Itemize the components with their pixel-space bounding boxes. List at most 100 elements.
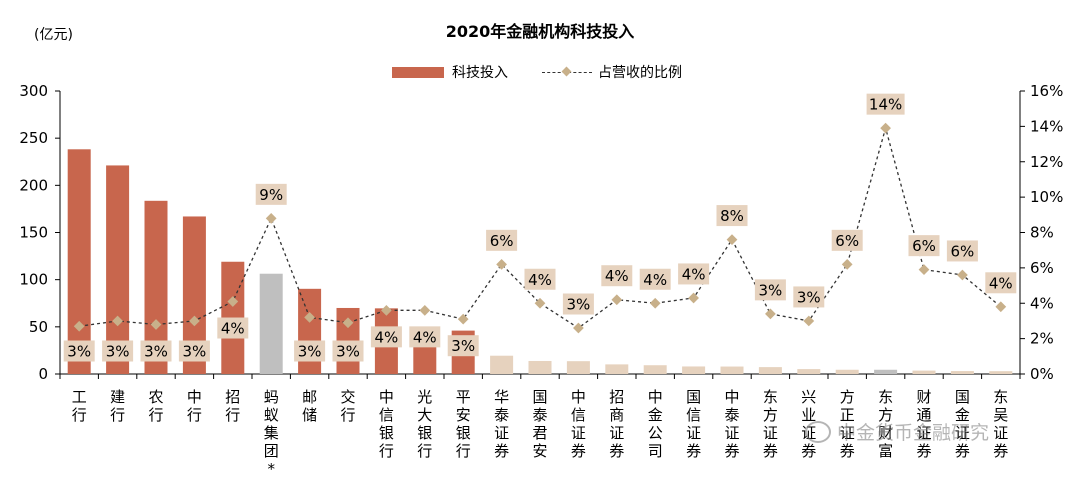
bar	[874, 369, 898, 374]
data-label-box	[255, 183, 287, 205]
y-axis-unit: (亿元)	[34, 27, 73, 43]
x-tick-label: 方	[878, 406, 893, 424]
x-tick-label: 吴	[993, 406, 1008, 424]
data-label: 8%	[720, 207, 744, 225]
data-label: 4%	[989, 274, 1013, 292]
x-tick-label: 行	[225, 406, 240, 424]
x-tick-label: 东	[763, 388, 778, 406]
x-tick-label: 业	[801, 406, 816, 424]
x-tick-label: 国	[532, 388, 547, 406]
x-tick-label: 证	[916, 424, 931, 442]
data-label-box	[102, 340, 134, 362]
data-label-box	[601, 265, 633, 287]
wechat-icon	[805, 420, 831, 443]
data-label-box	[140, 340, 172, 362]
y-tick-label-right: 12%	[1030, 153, 1063, 171]
data-label-box	[754, 279, 786, 301]
y-tick-label-left: 150	[19, 224, 48, 242]
bar	[912, 370, 936, 374]
x-tick-label: 国	[955, 388, 970, 406]
data-label: 3%	[336, 343, 360, 361]
x-tick-label: 交	[340, 388, 355, 406]
data-label: 6%	[951, 242, 975, 260]
data-label: 4%	[643, 271, 667, 289]
x-tick-label: 兴	[801, 388, 816, 406]
bar	[950, 371, 974, 374]
bar	[797, 369, 821, 374]
data-label-box	[716, 205, 748, 227]
ratio-marker	[112, 315, 123, 327]
ratio-marker	[765, 308, 776, 320]
ratio-marker	[304, 312, 315, 323]
data-label: 3%	[759, 281, 783, 299]
ratio-marker	[189, 315, 200, 327]
x-tick-label: 券	[571, 442, 586, 460]
x-tick-label: 泰	[494, 406, 509, 424]
data-label: 4%	[605, 267, 629, 285]
bar	[566, 361, 590, 374]
watermark: 中金货币金融研究	[805, 418, 989, 445]
ratio-marker	[496, 258, 507, 270]
ratio-marker	[73, 320, 85, 332]
ratio-marker	[227, 296, 239, 307]
x-tick-label: 正	[840, 406, 855, 424]
data-label-box	[63, 340, 95, 362]
x-tick-label: 富	[878, 442, 893, 460]
bar	[605, 364, 629, 374]
x-tick-label: 中	[187, 388, 202, 406]
y-tick-label-right: 16%	[1030, 82, 1063, 100]
bar	[144, 200, 168, 374]
x-tick-label: 证	[955, 424, 970, 442]
data-label: 6%	[490, 232, 514, 250]
data-label-box	[678, 263, 710, 285]
data-label: 3%	[298, 343, 322, 361]
x-tick-label: 中	[648, 388, 663, 406]
ratio-marker	[457, 313, 469, 325]
x-tick-label: 行	[148, 406, 163, 424]
bar	[259, 273, 283, 374]
data-label-box	[524, 268, 556, 290]
x-tick-label: 证	[840, 424, 855, 442]
y-tick-label-right: 2%	[1030, 330, 1054, 348]
x-tick-label: 集	[264, 424, 279, 442]
data-label: 4%	[528, 271, 552, 289]
data-label: 6%	[835, 232, 859, 250]
data-label-box	[831, 229, 863, 251]
data-label-box	[946, 240, 978, 262]
data-label: 3%	[797, 288, 821, 306]
data-label: 4%	[682, 265, 706, 283]
x-tick-label: 安	[456, 406, 471, 424]
y-tick-label-left: 200	[19, 176, 48, 194]
ratio-marker	[841, 258, 853, 270]
x-tick-label: 行	[110, 406, 125, 424]
x-tick-label: 行	[187, 406, 202, 424]
x-tick-label: 行	[72, 406, 87, 424]
x-tick-label: 证	[763, 424, 778, 442]
x-tick-label: 证	[571, 424, 586, 442]
x-tick-label: 信	[686, 406, 701, 424]
x-tick-label: 商	[609, 406, 624, 424]
y-tick-label-left: 50	[29, 318, 48, 336]
x-tick-label: 招	[609, 388, 624, 406]
x-tick-label: 东	[878, 388, 893, 406]
data-label: 3%	[183, 343, 207, 361]
x-tick-label: 财	[916, 388, 931, 406]
bar	[758, 367, 782, 374]
x-tick-label: 团	[264, 442, 279, 460]
ratio-marker	[611, 294, 623, 306]
x-tick-label: 工	[72, 388, 87, 406]
legend-label-bar: 科技投入	[452, 65, 508, 81]
data-label: 4%	[413, 328, 437, 346]
data-label: 3%	[451, 337, 475, 355]
data-label: 4%	[375, 328, 399, 346]
x-tick-label: 方	[763, 406, 778, 424]
y-tick-label-right: 10%	[1030, 188, 1063, 206]
legend-swatch-bar	[392, 66, 444, 78]
x-tick-label: 华	[494, 388, 509, 406]
x-tick-label: 泰	[532, 406, 547, 424]
ratio-marker	[995, 301, 1007, 313]
x-tick-label: 券	[916, 442, 931, 460]
data-label-box	[332, 340, 364, 362]
x-tick-label: 光	[417, 388, 432, 406]
x-tick-label: 方	[840, 388, 855, 406]
